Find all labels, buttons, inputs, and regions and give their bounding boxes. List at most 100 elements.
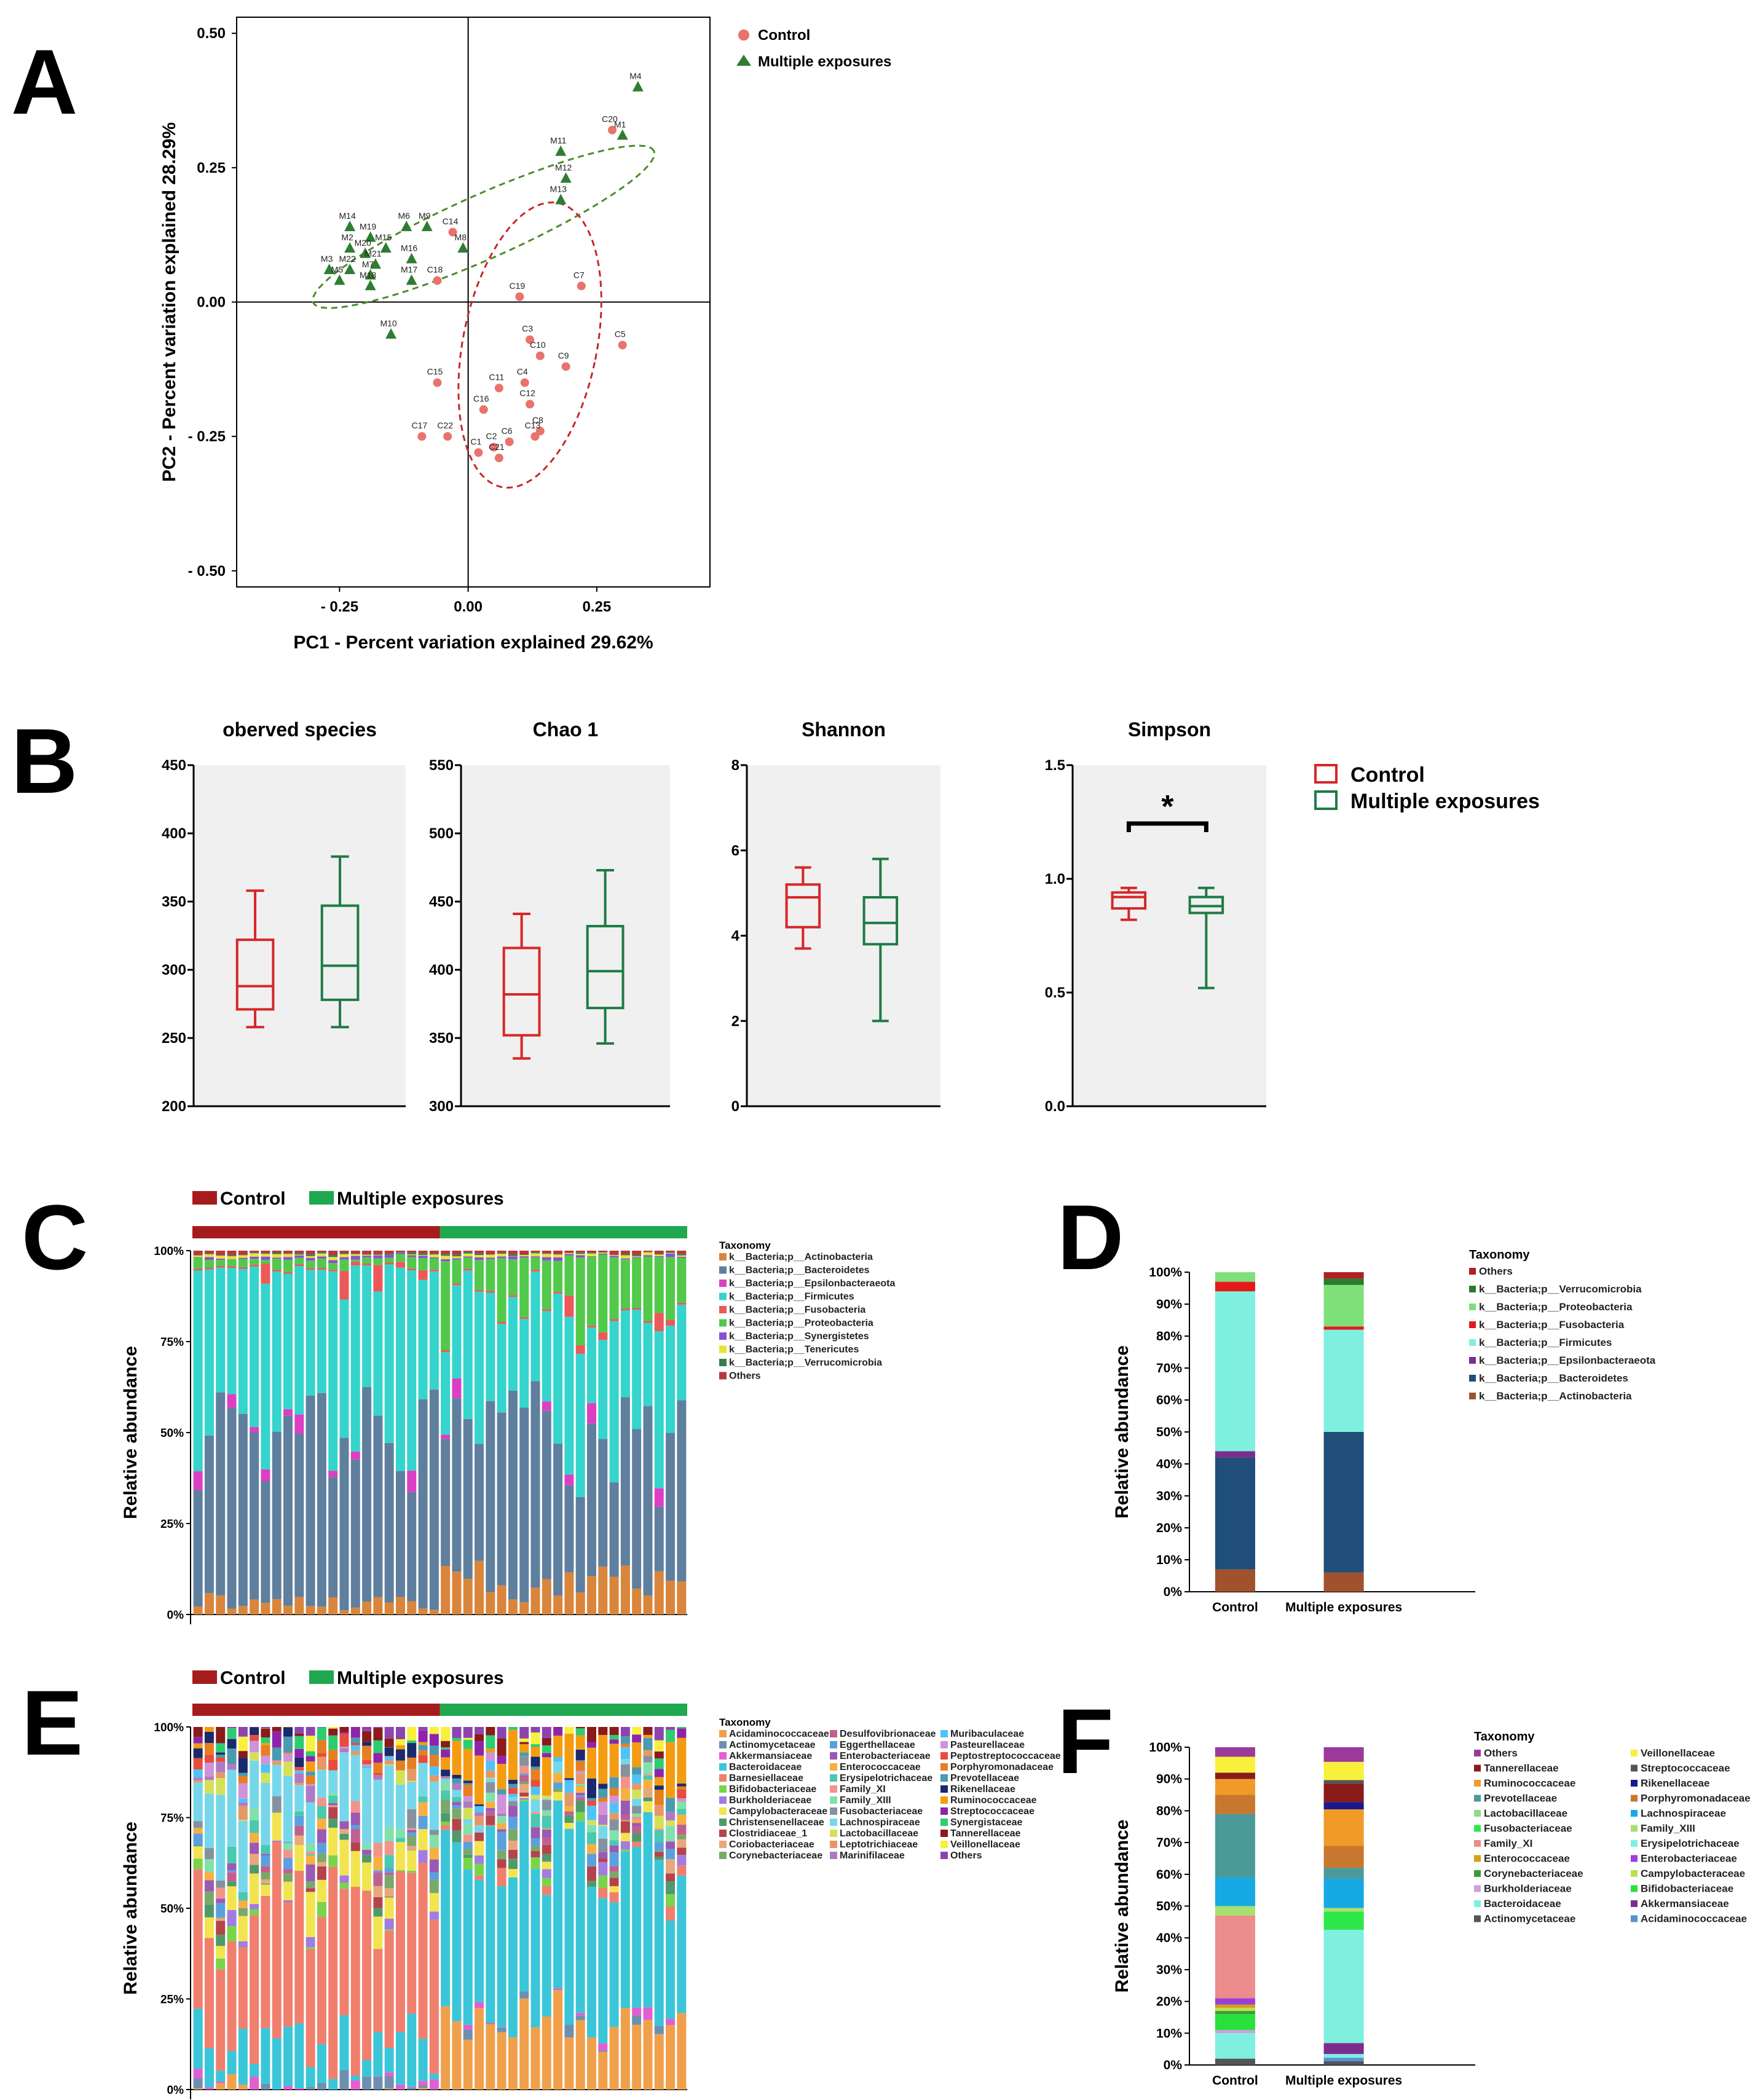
bar-segment-k-bacteria-p-tenericutes bbox=[272, 1254, 282, 1258]
bar-segment-leptotrichiaceae bbox=[575, 1773, 585, 1785]
bar-segment-streptococcaceae bbox=[294, 1748, 304, 1758]
sample-bar-12 bbox=[317, 1727, 326, 2090]
legend-label-eggerthellaceae: Eggerthellaceae bbox=[840, 1740, 915, 1750]
family-group-stacked-bars: 0%10%20%30%40%50%60%70%80%90%100%Relativ… bbox=[1112, 1730, 1751, 2088]
sample-bar-39 bbox=[620, 1251, 630, 1614]
bar-segment-erysipelotrichaceae bbox=[317, 1806, 326, 1819]
bar-segment-family-xiii bbox=[486, 1792, 495, 1802]
legend-label-k-bacteria-p-firmicutes: k__Bacteria;p__Firmicutes bbox=[729, 1292, 854, 1302]
sample-bar-22 bbox=[429, 1727, 439, 2090]
bar-segment-clostridiaceae-1 bbox=[598, 1858, 608, 1862]
bar-segment-leptotrichiaceae bbox=[317, 1756, 326, 1770]
bar-segment-enterococcaceae bbox=[677, 1814, 687, 1825]
bar-segment-muribaculaceae bbox=[564, 1780, 574, 1793]
bar-segment-others bbox=[508, 1251, 518, 1254]
legend-swatch bbox=[830, 1741, 837, 1748]
point-label: M9 bbox=[419, 211, 431, 221]
bar-segment-others bbox=[238, 1251, 248, 1255]
bar-segment-bifidobacteriaceae bbox=[250, 1909, 259, 1916]
legend-swatch bbox=[1631, 1900, 1638, 1907]
bar-segment-burkholderiaceae bbox=[384, 1918, 394, 1930]
bar-segment-eggerthellaceae bbox=[261, 1855, 270, 1866]
bar-segment-erysipelotrichaceae bbox=[250, 1820, 259, 1833]
bar-segment-actinomycetaceae bbox=[497, 2027, 507, 2032]
bar-segment-k-bacteria-p-synergistetes bbox=[643, 1255, 653, 1257]
bar-segment-k-bacteria-p-proteobacteria bbox=[328, 1263, 338, 1270]
bar-segment-erysipelotrichaceae bbox=[227, 1846, 237, 1863]
bar-segment-k-bacteria-p-fusobacteria bbox=[441, 1350, 451, 1352]
bar-segment-k-bacteria-p-bacteroidetes bbox=[598, 1439, 608, 1567]
y-tick-label: 25% bbox=[160, 1994, 184, 2007]
bar-segment-k-bacteria-p-firmicutes bbox=[632, 1309, 642, 1429]
bar-segment-akkermansiaceae bbox=[407, 2086, 417, 2088]
bar-segment-actinomycetaceae bbox=[463, 2029, 473, 2040]
bar-segment-k-bacteria-p-actinobacteria bbox=[632, 1588, 642, 1614]
bar-segment-k-bacteria-p-bacteroidetes bbox=[632, 1429, 642, 1589]
bar-segment-campylobacteraceae bbox=[429, 1893, 439, 1912]
point-label: M8 bbox=[455, 232, 467, 242]
point-label: M18 bbox=[360, 270, 376, 280]
bar-segment-eggerthellaceae bbox=[575, 1795, 585, 1798]
sample-bar-25 bbox=[463, 1727, 473, 2090]
bar-segment-burkholderiaceae bbox=[475, 1855, 484, 1864]
sample-bar-32 bbox=[542, 1251, 551, 1614]
bar-segment-k-bacteria-p-synergistetes bbox=[362, 1256, 372, 1257]
bar-segment-k-bacteria-p-synergistetes bbox=[328, 1260, 338, 1264]
bar-segment-tannerellaceae bbox=[486, 1727, 495, 1736]
bar-segment-family-xi bbox=[632, 1817, 642, 1820]
y-tick-label: 450 bbox=[162, 757, 186, 774]
bar-segment-prevotellaceae bbox=[666, 1798, 676, 1812]
bar-segment-enterococcaceae bbox=[542, 1828, 551, 1830]
y-tick-label: 0% bbox=[1164, 2058, 1183, 2072]
bar-segment-tannerellaceae bbox=[328, 1728, 338, 1736]
bar-segment-erysipelotrichaceae bbox=[575, 1785, 585, 1787]
legend-label-k-bacteria-p-bacteroidetes: k__Bacteria;p__Bacteroidetes bbox=[729, 1265, 870, 1276]
y-tick-label: 400 bbox=[429, 962, 454, 978]
bar-segment-lactobacillaceae bbox=[598, 1825, 608, 1827]
bar-segment-rikenellaceae bbox=[441, 1769, 451, 1777]
bar-segment-k-bacteria-p-fusobacteria bbox=[475, 1289, 484, 1292]
bar-segment-tannerellaceae bbox=[609, 1727, 619, 1736]
bar-segment-porphyromonadaceae bbox=[373, 1763, 383, 1774]
control-point-c18 bbox=[433, 276, 442, 285]
bar-segment-k-bacteria-p-actinobacteria bbox=[238, 1606, 248, 1614]
bar-segment-k-bacteria-p-actinobacteria bbox=[261, 1603, 270, 1614]
bar-segment-k-bacteria-p-synergistetes bbox=[339, 1257, 349, 1260]
y-tick-label: 0.25 bbox=[197, 160, 226, 176]
bar-segment-eggerthellaceae bbox=[429, 1872, 439, 1880]
legend-label-acidaminococcaceae: Acidaminococcaceae bbox=[1641, 1913, 1747, 1925]
multiple-point-m11 bbox=[555, 145, 567, 156]
bar-segment-rikenellaceae bbox=[193, 1748, 203, 1758]
legend-label-burkholderiaceae: Burkholderiaceae bbox=[729, 1795, 811, 1806]
bar-segment-bacteroidaceae bbox=[1215, 2033, 1255, 2059]
bar-segment-lachnospiraceae bbox=[350, 1755, 360, 1801]
bar-segment-barnesiellaceae bbox=[407, 1873, 417, 2014]
bar-segment-prevotellaceae bbox=[216, 1755, 226, 1758]
bar-segment-barnesiellaceae bbox=[429, 1919, 439, 2074]
legend-swatch bbox=[830, 1730, 837, 1737]
bar-segment-lachnospiraceae bbox=[1323, 1878, 1364, 1908]
bar-segment-acidaminococcaceae bbox=[475, 2008, 484, 2090]
multiple-point-m12 bbox=[560, 172, 572, 183]
bar-segment-ruminococcaceae bbox=[643, 1734, 653, 1738]
bar-segment-acidaminococcaceae bbox=[598, 2051, 608, 2090]
bar-segment-erysipelotrichaceae bbox=[452, 1796, 462, 1803]
bar-segment-k-bacteria-p-fusobacteria bbox=[261, 1264, 270, 1284]
control-point-c19 bbox=[515, 292, 524, 301]
bar-segment-streptococcaceae bbox=[542, 1753, 551, 1758]
bar-segment-k-bacteria-p-bacteroidetes bbox=[204, 1435, 214, 1594]
bar-segment-k-bacteria-p-epsilonbacteraeota bbox=[227, 1394, 237, 1408]
bar-segment-k-bacteria-p-fusobacteria bbox=[193, 1268, 203, 1271]
sample-bar-4 bbox=[227, 1727, 237, 2090]
bar-segment-others bbox=[373, 1727, 383, 1728]
bar-segment-pasteurellaceae bbox=[305, 1784, 315, 1786]
bar-segment-veillonellaceae bbox=[530, 1732, 540, 1745]
bar-segment-clostridiaceae-1 bbox=[486, 1815, 495, 1825]
legend-swatch bbox=[940, 1752, 948, 1760]
legend-swatch bbox=[1469, 1393, 1476, 1399]
bar-segment-fusobacteriaceae bbox=[486, 1782, 495, 1793]
bar-segment-peptostreptococcaceae bbox=[677, 1790, 687, 1799]
bar-segment-others bbox=[497, 1727, 507, 1739]
sample-bar-17 bbox=[373, 1251, 383, 1614]
